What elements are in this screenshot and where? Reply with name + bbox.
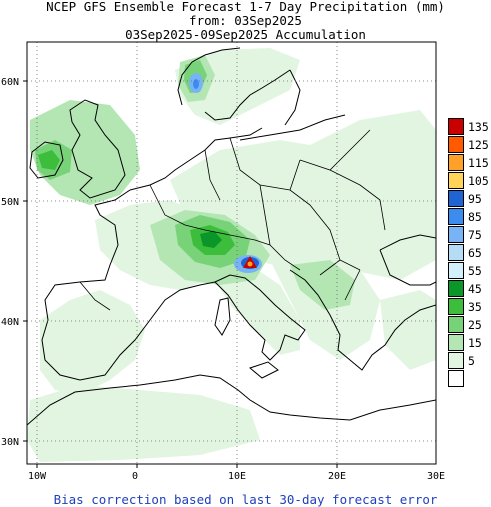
coast-black-sea — [379, 234, 436, 286]
precip-area-adriatic — [290, 260, 355, 310]
coast-great-britain — [69, 99, 126, 199]
legend-label: 75 — [468, 228, 482, 242]
map-frame — [26, 41, 437, 465]
lat-label-50n: 50N — [1, 197, 19, 208]
legend-label: 25 — [468, 318, 482, 332]
legend-level: 115 — [448, 154, 491, 172]
legend-swatch — [448, 172, 464, 189]
forecast-init-date: from: 03Sep2025 — [189, 13, 302, 28]
lon-label-10e: 10E — [228, 471, 246, 482]
legend-level: 45 — [448, 280, 491, 298]
legend-label: 135 — [468, 120, 489, 134]
precip-max-norway-core — [193, 79, 199, 89]
legend-swatch — [448, 154, 464, 171]
axis-ticks — [23, 80, 338, 468]
coast-western-europe — [41, 127, 263, 381]
legend-label: 65 — [468, 246, 482, 260]
legend-label: 105 — [468, 174, 489, 188]
graticule — [27, 42, 436, 464]
legend-swatch — [448, 370, 464, 387]
precip-area-italy — [215, 265, 300, 355]
lon-label-0: 0 — [132, 471, 138, 482]
precip-area-eastern-europe — [300, 110, 436, 280]
lon-label-20e: 20E — [328, 471, 346, 482]
legend-label: 85 — [468, 210, 482, 224]
coast-ireland — [29, 141, 64, 179]
legend-swatch — [448, 352, 464, 369]
coast-scandinavia — [177, 47, 301, 126]
color-legend: 135 125 115 105 95 85 75 65 55 45 35 25 15 5 — [448, 118, 491, 388]
legend-swatch — [448, 118, 464, 135]
legend-level: 75 — [448, 226, 491, 244]
legend-label: 5 — [468, 354, 475, 368]
coast-balkans — [289, 269, 436, 371]
coast-italy — [214, 274, 306, 361]
accumulation-period: 03Sep2025-09Sep2025 Accumulation — [125, 27, 366, 42]
legend-swatch — [448, 298, 464, 315]
legend-swatch — [448, 136, 464, 153]
legend-level: 35 — [448, 298, 491, 316]
legend-swatch — [448, 226, 464, 243]
legend-label: 55 — [468, 264, 482, 278]
legend-level: 55 — [448, 262, 491, 280]
legend-swatch — [448, 316, 464, 333]
lon-label-30e: 30E — [427, 471, 445, 482]
precip-area-uk — [30, 100, 140, 205]
legend-level: 5 — [448, 352, 491, 370]
legend-level: 25 — [448, 316, 491, 334]
precip-area-iberia — [40, 290, 145, 395]
legend-level: 135 — [448, 118, 491, 136]
coast-sicily — [248, 361, 279, 379]
legend-level: 95 — [448, 190, 491, 208]
lon-label-10w: 10W — [28, 471, 47, 482]
lat-label-40n: 40N — [1, 317, 19, 328]
legend-label: 95 — [468, 192, 482, 206]
precip-area-ireland-core — [38, 150, 60, 170]
country-borders — [79, 129, 386, 311]
legend-label: 115 — [468, 156, 489, 170]
legend-swatch — [448, 208, 464, 225]
legend-swatch — [448, 190, 464, 207]
legend-level — [448, 370, 491, 388]
legend-swatch — [448, 280, 464, 297]
lat-label-60n: 60N — [1, 77, 19, 88]
legend-swatch — [448, 262, 464, 279]
map-title: NCEP GFS Ensemble Forecast 1-7 Day Preci… — [46, 0, 445, 14]
legend-swatch — [448, 334, 464, 351]
precip-max-italy-center — [247, 261, 253, 267]
legend-level: 15 — [448, 334, 491, 352]
legend-level: 105 — [448, 172, 491, 190]
coast-baltic — [239, 114, 346, 141]
legend-label: 45 — [468, 282, 482, 296]
legend-label: 15 — [468, 336, 482, 350]
legend-label: 125 — [468, 138, 489, 152]
coastlines — [27, 47, 436, 426]
bias-correction-note: Bias correction based on last 30-day for… — [53, 492, 438, 507]
coast-north-africa — [27, 374, 436, 426]
legend-label: 35 — [468, 300, 482, 314]
coast-sardinia — [214, 297, 231, 336]
precip-area-north-africa — [27, 385, 260, 462]
precip-shading — [27, 48, 436, 462]
legend-swatch — [448, 244, 464, 261]
legend-level: 125 — [448, 136, 491, 154]
legend-level: 85 — [448, 208, 491, 226]
precip-area-turkey — [380, 290, 436, 370]
precip-area-alps-peak — [200, 231, 222, 248]
lat-label-30n: 30N — [1, 437, 19, 448]
legend-level: 65 — [448, 244, 491, 262]
